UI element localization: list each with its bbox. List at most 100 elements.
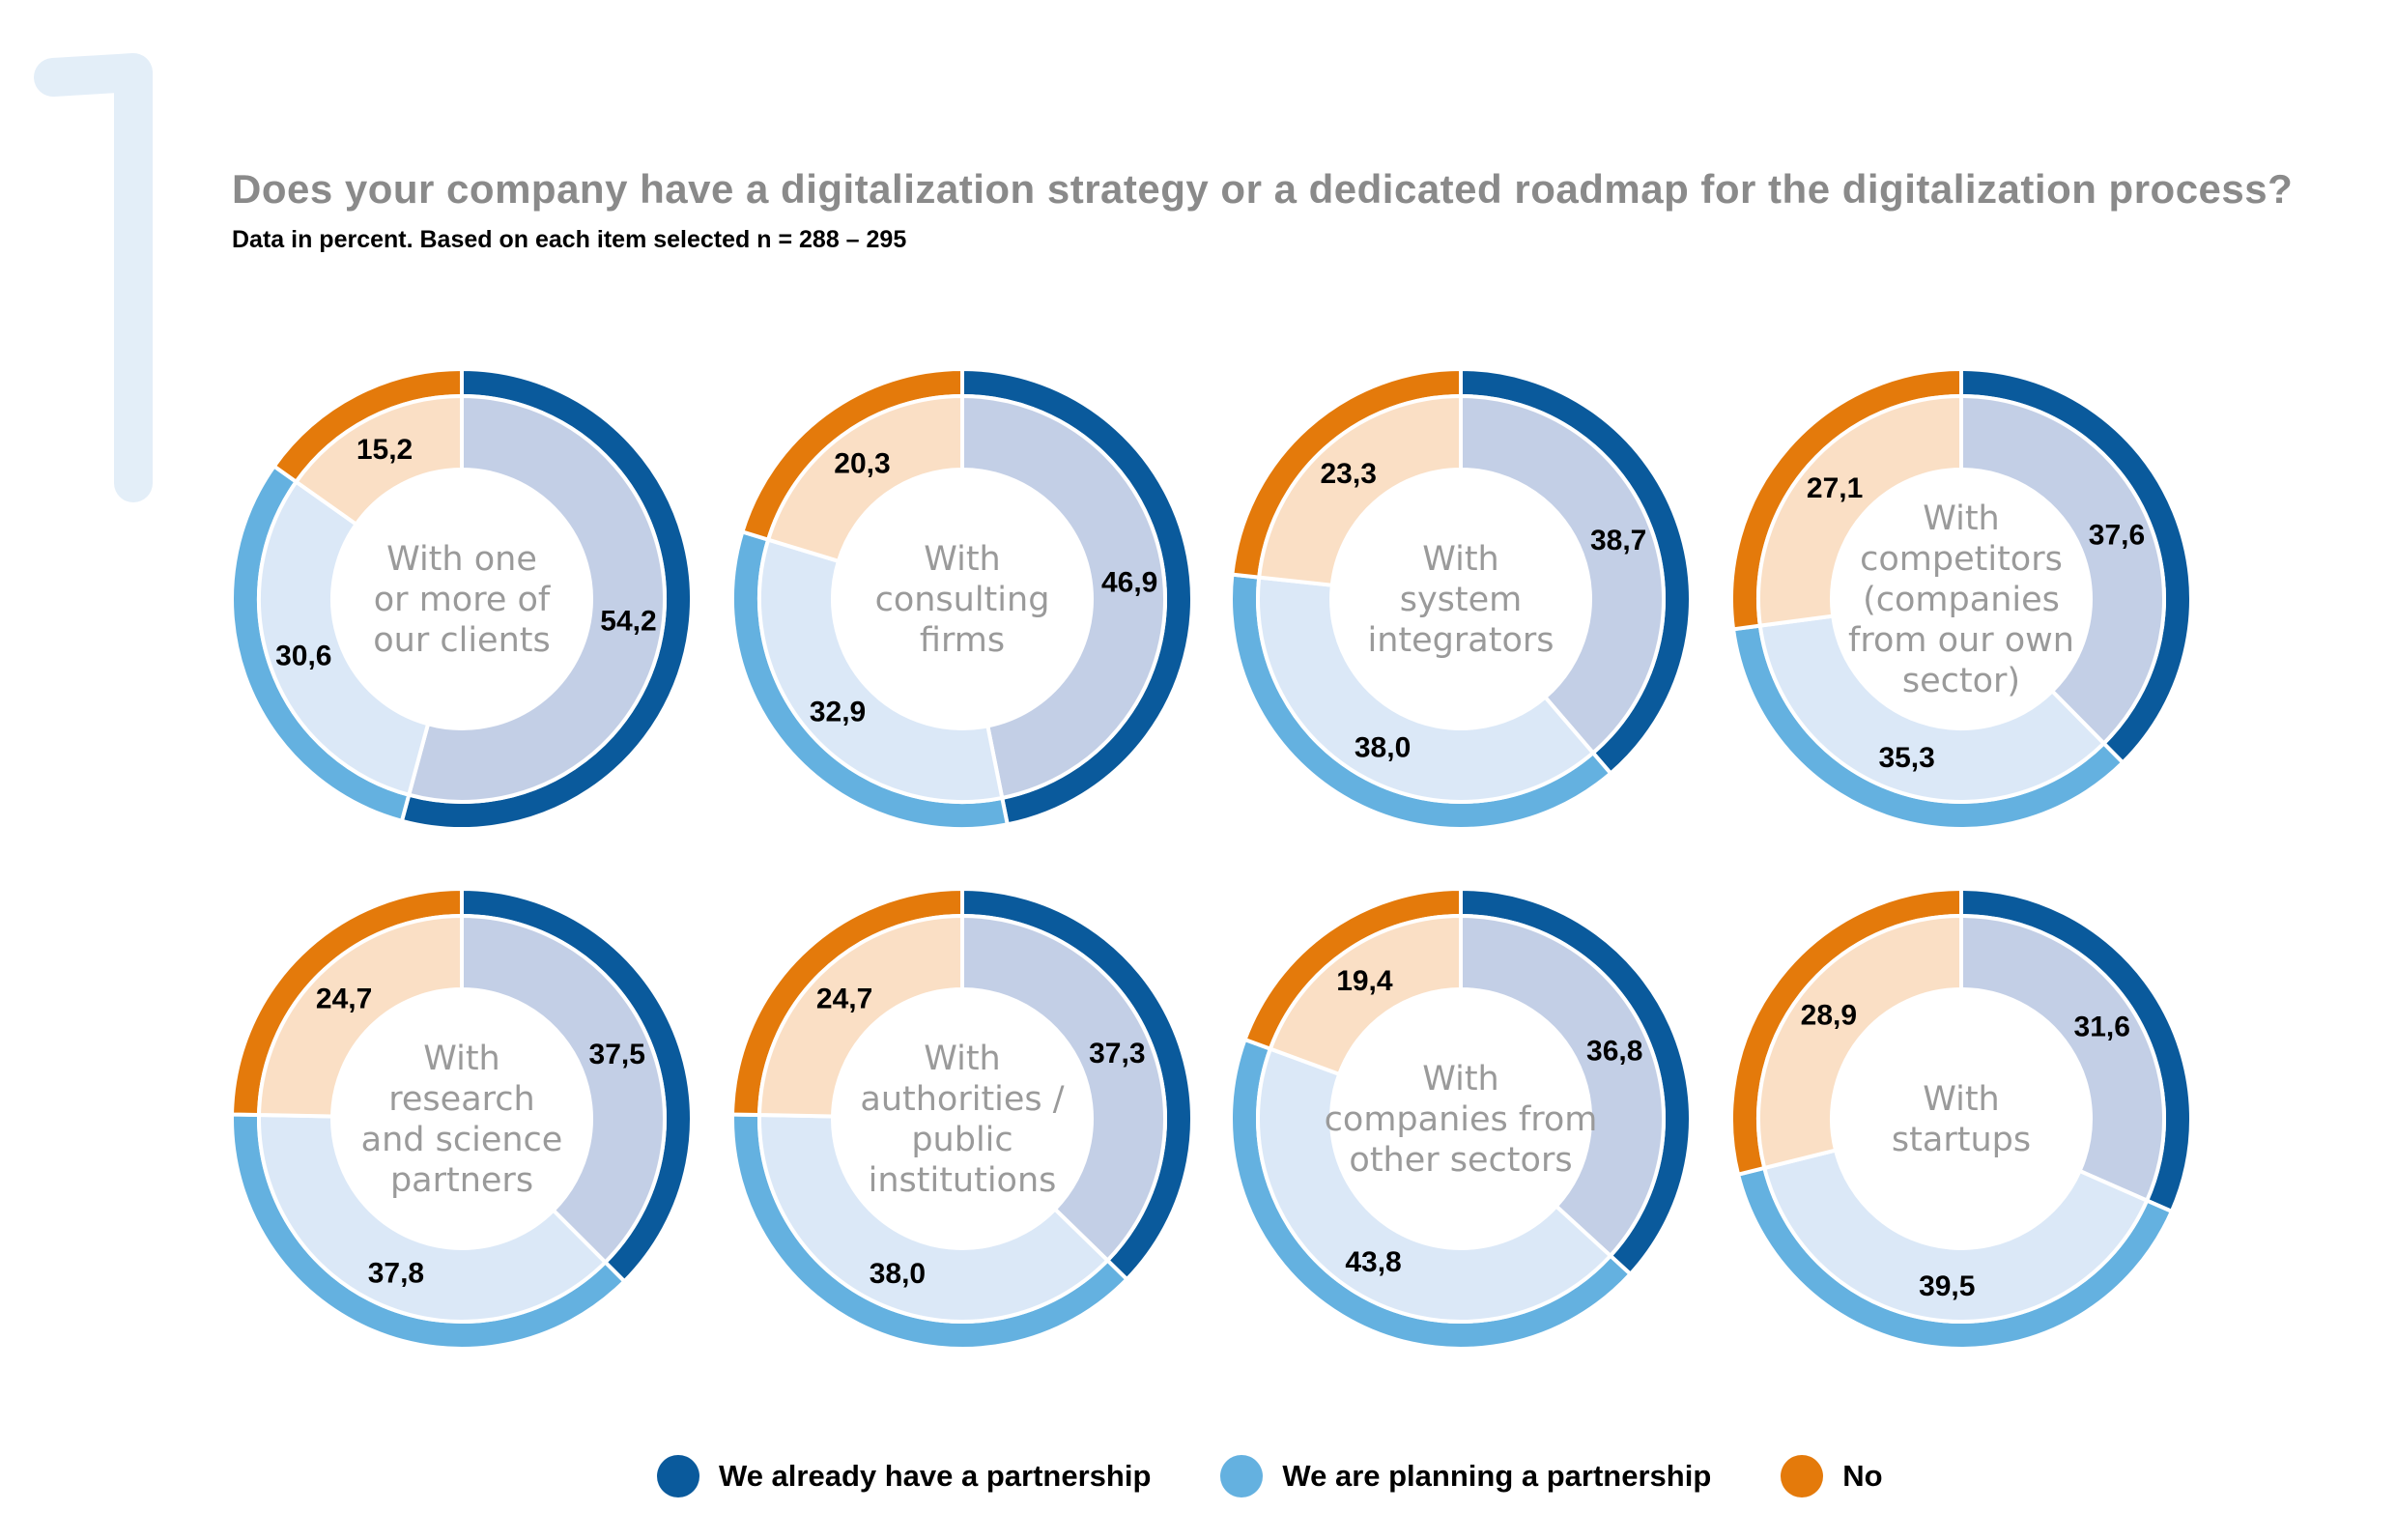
chart-subtitle: Data in percent. Based on each item sele… — [232, 226, 907, 253]
value-label-no: 24,7 — [816, 983, 872, 1014]
center-label: With system integrators — [1368, 540, 1555, 660]
center-label-line: other sectors — [1349, 1141, 1572, 1180]
legend-dot-icon — [657, 1455, 699, 1497]
value-label-no: 27,1 — [1807, 472, 1863, 504]
center-label-line: and science — [361, 1121, 563, 1159]
center-label-line: system — [1400, 581, 1523, 619]
value-label-planning: 38,0 — [1355, 732, 1411, 764]
slice-inner-no — [756, 913, 964, 1119]
center-label-line: or more of — [374, 581, 551, 619]
slice-inner-planning — [1761, 1148, 2150, 1324]
slice-inner-planning — [1757, 613, 2107, 804]
center-label-line: (companies — [1863, 581, 2060, 619]
value-label-no: 24,7 — [316, 983, 372, 1014]
center-label-line: firms — [920, 621, 1005, 660]
slice-inner-already — [406, 393, 667, 804]
slice-inner-already — [460, 913, 667, 1266]
value-label-planning: 38,0 — [870, 1258, 926, 1290]
slice-inner-already — [1959, 913, 2166, 1204]
value-label-already: 54,2 — [600, 605, 656, 637]
slice-inner-no — [1756, 913, 1963, 1171]
center-label-line: from our own — [1848, 621, 2074, 660]
center-label: With research and science partners — [361, 1040, 563, 1200]
value-label-already: 31,6 — [2074, 1011, 2130, 1042]
center-label-line: institutions — [869, 1161, 1057, 1200]
center-label-line: companies from — [1325, 1100, 1598, 1139]
donut-chart-3: 38,7 38,0 23,3 With system integrators — [1229, 366, 1693, 831]
donut-chart-7: 36,8 43,8 19,4 With companies from other sect… — [1229, 886, 1693, 1351]
value-label-already: 36,8 — [1586, 1035, 1642, 1067]
center-label-line: With — [1923, 499, 1999, 538]
chart-title: Does your company have a digitalization … — [232, 166, 2294, 212]
center-label-line: With — [1923, 1080, 1999, 1119]
value-label-no: 19,4 — [1336, 965, 1393, 997]
slice-inner-already — [960, 913, 1167, 1264]
value-label-planning: 35,3 — [1878, 742, 1934, 774]
value-label-planning: 37,8 — [368, 1258, 424, 1290]
center-label-line: With — [924, 540, 1000, 579]
slice-inner-planning — [257, 478, 431, 798]
legend-item-already: We already have a partnership — [657, 1455, 1151, 1497]
slice-inner-no — [1756, 393, 1963, 628]
center-label-line: integrators — [1368, 621, 1555, 660]
value-label-no: 23,3 — [1321, 458, 1377, 490]
legend-dot-icon — [1220, 1455, 1264, 1497]
slice-inner-already — [1959, 393, 2167, 747]
slice-inner-no — [1256, 393, 1463, 587]
legend-label: We already have a partnership — [719, 1459, 1152, 1493]
center-label-line: startups — [1892, 1121, 2031, 1159]
slice-inner-planning — [1256, 575, 1596, 804]
legend-label: We are planning a partnership — [1282, 1459, 1712, 1493]
center-label: With one or more of our clients — [373, 540, 551, 660]
donut-chart-8: 31,6 39,5 28,9 With startups — [1729, 886, 2193, 1351]
slice-inner-no — [765, 393, 964, 564]
value-label-already: 37,6 — [2089, 519, 2145, 551]
slice-inner-planning — [257, 1113, 609, 1324]
center-label-line: With — [1422, 1060, 1498, 1098]
legend: We already have a partnership We are pla… — [657, 1449, 1953, 1503]
slice-inner-planning — [757, 1113, 1111, 1324]
value-label-already: 46,9 — [1101, 566, 1157, 598]
legend-label: No — [1842, 1459, 1883, 1493]
center-label-line: our clients — [373, 621, 550, 660]
slice-inner-no — [293, 393, 464, 528]
slice-inner-planning — [757, 537, 1005, 804]
legend-item-planning: We are planning a partnership — [1220, 1455, 1711, 1497]
center-label-line: With — [924, 1040, 1000, 1078]
center-label-line: With — [1422, 540, 1498, 579]
center-label-line: With one — [386, 540, 537, 579]
center-label-line: authorities / — [860, 1080, 1064, 1119]
donut-chart-5: 37,5 37,8 24,7 With research and science partn… — [230, 886, 694, 1351]
value-label-no: 15,2 — [357, 434, 413, 466]
center-label: With consulting firms — [875, 540, 1050, 660]
donut-chart-6: 37,3 38,0 24,7 With authorities / public insti… — [730, 886, 1194, 1351]
center-label: With startups — [1892, 1080, 2031, 1159]
value-label-planning: 39,5 — [1919, 1270, 1975, 1302]
value-label-already: 37,3 — [1089, 1038, 1145, 1069]
center-label-line: With — [423, 1040, 499, 1078]
value-label-planning: 43,8 — [1345, 1246, 1401, 1278]
slice-inner-planning — [1256, 1046, 1613, 1324]
value-label-already: 38,7 — [1590, 525, 1646, 556]
slice-inner-already — [960, 393, 1167, 801]
value-label-planning: 30,6 — [275, 640, 331, 671]
page-number-watermark: 1 — [34, 53, 153, 502]
legend-item-no: No — [1781, 1455, 1883, 1497]
center-label: With companies from other sectors — [1325, 1060, 1598, 1180]
slice-inner-no — [256, 913, 464, 1119]
center-label-line: consulting — [875, 581, 1050, 619]
slice-inner-no — [1268, 913, 1463, 1077]
center-label-line: competitors — [1860, 540, 2063, 579]
value-label-no: 28,9 — [1801, 999, 1857, 1031]
center-label: With competitors (companies from our own sec… — [1848, 499, 2074, 700]
value-label-no: 20,3 — [834, 448, 890, 480]
center-label-line: public — [911, 1121, 1013, 1159]
center-label-line: sector) — [1902, 662, 2020, 700]
value-label-already: 37,5 — [589, 1039, 645, 1070]
center-label: With authorities / public institutions — [860, 1040, 1064, 1200]
center-label-line: research — [388, 1080, 534, 1119]
slice-inner-already — [1459, 913, 1666, 1259]
center-label-line: partners — [390, 1161, 533, 1200]
